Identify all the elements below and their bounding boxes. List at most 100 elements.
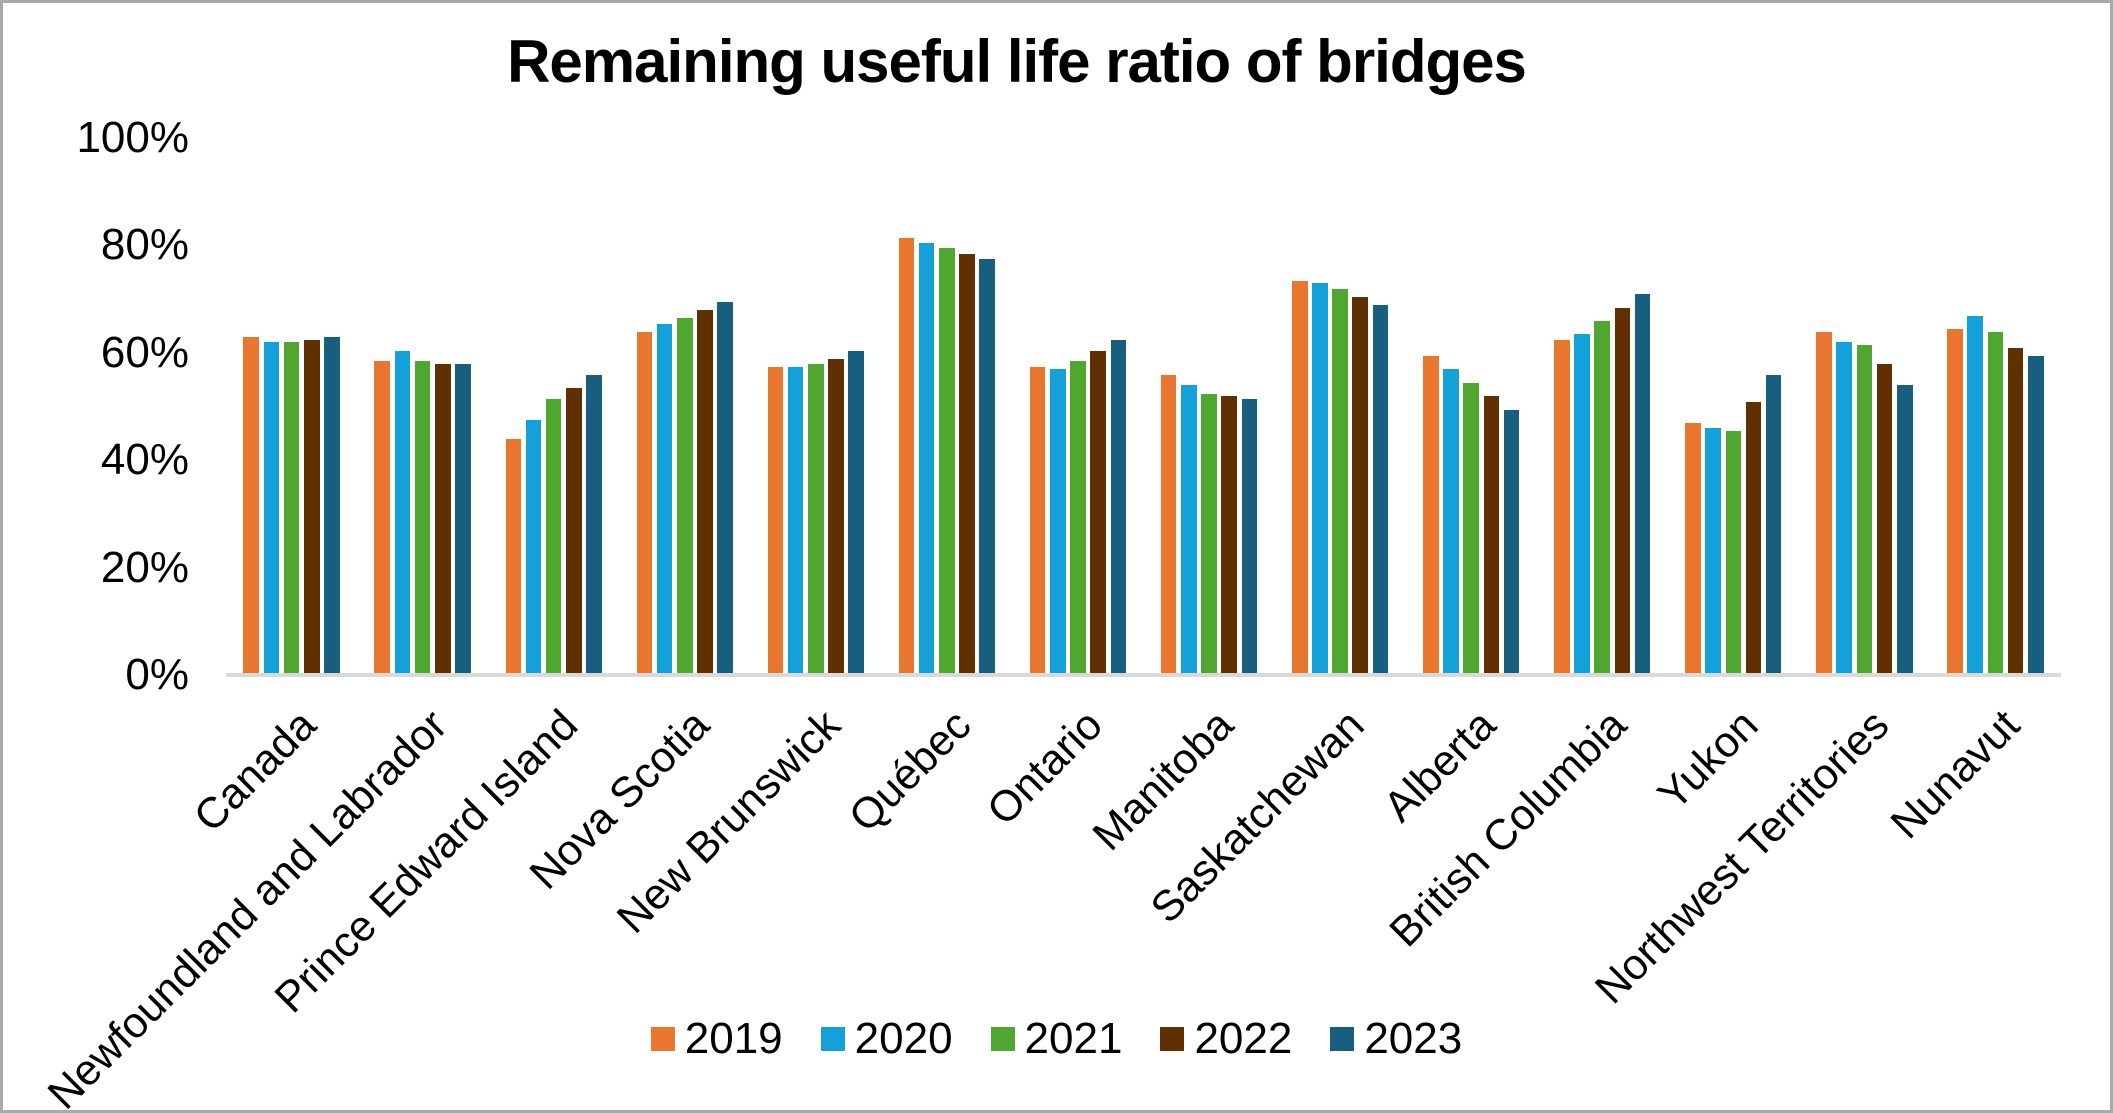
legend-item-2022: 2022 xyxy=(1160,1017,1292,1061)
y-axis-tick-label: 0% xyxy=(125,650,189,699)
bar-2020-canada xyxy=(263,342,280,673)
bar-group-new-brunswick xyxy=(750,123,881,673)
bar-2021-qu-bec xyxy=(939,248,955,673)
legend-label-2023: 2023 xyxy=(1364,1014,1463,1063)
legend-swatch-2023 xyxy=(1330,1027,1355,1051)
legend-label-2020: 2020 xyxy=(854,1014,953,1063)
legend-label-2022: 2022 xyxy=(1194,1014,1293,1063)
legend-swatch-2019 xyxy=(650,1027,675,1051)
bar-2023-saskatchewan xyxy=(1372,304,1389,673)
bar-2023-manitoba xyxy=(1241,398,1258,673)
legend-item-2019: 2019 xyxy=(650,1014,783,1063)
bar-2022-british-columbia xyxy=(1614,307,1631,673)
bar-2023-alberta xyxy=(1503,409,1520,673)
y-axis-tick-label: 80% xyxy=(100,220,189,269)
bar-group-newfoundland-and-labrador xyxy=(357,123,488,673)
y-axis-tick-label: 40% xyxy=(100,435,189,484)
bar-2020-newfoundland-and-labrador xyxy=(394,350,411,673)
bar-2023-ontario xyxy=(1110,339,1127,673)
bar-2019-ontario xyxy=(1029,366,1046,673)
legend-swatch-2022 xyxy=(1160,1027,1185,1051)
bar-2023-qu-bec xyxy=(979,259,996,673)
bar-2019-saskatchewan xyxy=(1291,280,1308,673)
bar-2022-alberta xyxy=(1483,396,1500,673)
bar-2020-nunavut xyxy=(1967,315,1984,673)
legend-swatch-2021 xyxy=(990,1027,1015,1051)
bar-group-alberta xyxy=(1406,123,1537,673)
bar-2022-yukon xyxy=(1745,401,1762,673)
bar-2022-northwest-territories xyxy=(1876,363,1893,673)
bar-2021-canada xyxy=(283,342,300,673)
legend: 2019 2020 2021 2022 2023 xyxy=(3,1017,2110,1061)
bar-2021-manitoba xyxy=(1201,393,1217,673)
x-axis-tick-label: Nunavut xyxy=(1882,700,2030,849)
bar-group-prince-edward-island xyxy=(488,123,619,673)
bar-group-northwest-territories xyxy=(1799,123,1930,673)
legend-swatch-2020 xyxy=(820,1027,845,1051)
bar-2019-new-brunswick xyxy=(767,366,784,673)
bar-2022-newfoundland-and-labrador xyxy=(434,363,451,673)
bar-2020-yukon xyxy=(1705,428,1721,673)
bar-group-qu-bec xyxy=(881,123,1012,673)
bar-group-nova-scotia xyxy=(619,123,750,673)
bar-2021-ontario xyxy=(1070,361,1086,673)
legend-label-2021: 2021 xyxy=(1024,1014,1123,1063)
bar-2020-new-brunswick xyxy=(787,366,804,673)
bar-2021-prince-edward-island xyxy=(545,398,562,673)
legend-item-2020: 2020 xyxy=(820,1014,953,1063)
bar-group-yukon xyxy=(1668,123,1799,673)
legend-item-2023: 2023 xyxy=(1330,1017,1462,1061)
bar-2019-yukon xyxy=(1685,423,1701,673)
bar-2022-nunavut xyxy=(2007,347,2024,673)
bar-2019-northwest-territories xyxy=(1816,331,1832,673)
bar-2020-ontario xyxy=(1049,369,1066,673)
bar-2021-alberta xyxy=(1463,382,1479,673)
bar-2019-manitoba xyxy=(1160,374,1177,673)
bar-2020-british-columbia xyxy=(1574,334,1590,673)
bar-group-ontario xyxy=(1012,123,1143,673)
bar-2023-new-brunswick xyxy=(848,350,864,673)
bar-2023-british-columbia xyxy=(1634,294,1651,673)
bar-group-british-columbia xyxy=(1537,123,1668,673)
y-axis-tick-label: 60% xyxy=(100,327,189,377)
bar-2021-saskatchewan xyxy=(1332,288,1348,673)
bar-2021-northwest-territories xyxy=(1856,345,1873,673)
bar-group-manitoba xyxy=(1144,123,1275,673)
bar-2023-newfoundland-and-labrador xyxy=(455,363,471,673)
bar-2021-british-columbia xyxy=(1594,320,1611,673)
legend-label-2019: 2019 xyxy=(684,1014,783,1063)
bar-2019-alberta xyxy=(1423,355,1439,673)
bar-2023-northwest-territories xyxy=(1896,385,1913,673)
bar-2022-qu-bec xyxy=(959,253,975,673)
chart-title: Remaining useful life ratio of bridges xyxy=(507,28,1527,95)
bar-2020-qu-bec xyxy=(918,243,935,673)
bar-2021-new-brunswick xyxy=(808,363,824,673)
x-axis-line xyxy=(226,673,2061,677)
x-axis-tick-label: Ontario xyxy=(978,700,1112,835)
bar-2019-newfoundland-and-labrador xyxy=(374,361,391,673)
bar-group-canada xyxy=(226,123,357,673)
x-axis-tick-label: Québec xyxy=(840,700,981,842)
bar-group-saskatchewan xyxy=(1275,123,1406,673)
bar-2019-prince-edward-island xyxy=(505,439,522,673)
bar-2019-nova-scotia xyxy=(636,331,653,673)
bar-2019-qu-bec xyxy=(898,237,915,673)
bar-2022-saskatchewan xyxy=(1352,296,1369,673)
bar-group-nunavut xyxy=(1930,123,2061,673)
bar-2023-prince-edward-island xyxy=(586,374,602,673)
bar-2020-saskatchewan xyxy=(1312,283,1328,673)
bar-2021-nova-scotia xyxy=(676,318,693,673)
bar-2019-canada xyxy=(243,337,259,673)
bar-2021-newfoundland-and-labrador xyxy=(414,361,431,673)
bar-2022-nova-scotia xyxy=(697,310,713,673)
bar-2023-nunavut xyxy=(2028,355,2044,673)
x-axis-tick-label: British Columbia xyxy=(1380,700,1637,957)
x-axis-tick-label: Yukon xyxy=(1648,700,1768,820)
bar-2022-manitoba xyxy=(1221,396,1238,673)
x-axis-tick-label: Alberta xyxy=(1374,700,1506,832)
bar-2020-nova-scotia xyxy=(656,323,673,673)
bar-2020-manitoba xyxy=(1181,385,1197,673)
bar-2022-new-brunswick xyxy=(828,358,844,673)
bar-2021-nunavut xyxy=(1987,331,2004,673)
